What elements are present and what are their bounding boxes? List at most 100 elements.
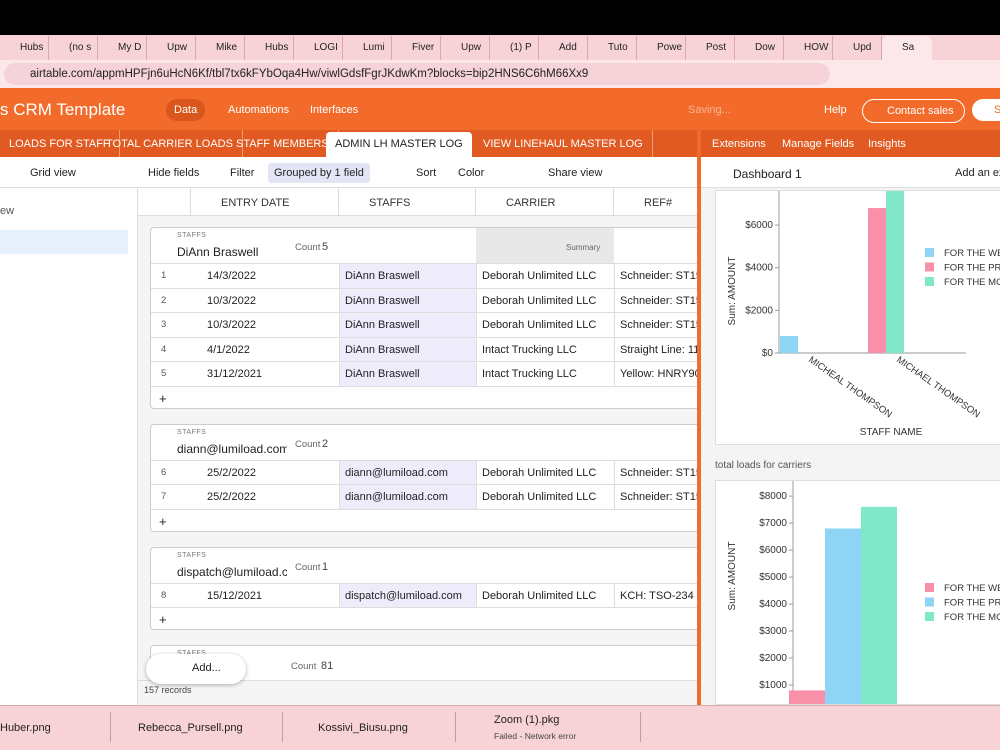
nav-item[interactable]: Data <box>166 99 206 121</box>
browser-tab[interactable]: My D <box>98 36 147 60</box>
browser-tab[interactable]: Fiver <box>392 36 441 60</box>
panel-tab[interactable]: Extensions <box>712 138 766 150</box>
add-row[interactable]: + <box>151 508 697 531</box>
bar <box>789 690 825 704</box>
browser-tab[interactable]: Post <box>686 36 735 60</box>
column-header[interactable]: REF# <box>613 188 697 216</box>
y-tick-label: $8000 <box>759 491 787 502</box>
browser-tab[interactable]: Hubs <box>0 36 49 60</box>
column-header[interactable]: STAFFS <box>338 188 475 216</box>
download-bar <box>0 705 1000 750</box>
browser-tab[interactable]: HOW <box>784 36 833 60</box>
sidebar-item[interactable]: ew <box>0 205 15 217</box>
tab-row <box>0 130 1000 157</box>
view-button[interactable]: Share view <box>548 167 603 179</box>
chart-title[interactable]: total loads for carriers <box>715 460 812 471</box>
browser-tab[interactable]: Mike <box>196 36 245 60</box>
y-tick-label: $5000 <box>759 572 787 583</box>
legend-swatch <box>925 277 934 286</box>
table-tab[interactable]: VIEW LINEHAUL MASTER LOG <box>474 130 653 157</box>
view-button[interactable]: Sort <box>416 167 437 179</box>
group: STAFFS diann@lumiload.com Count 2 6 25/2/2022… <box>150 423 697 532</box>
browser-tab[interactable]: Upw <box>441 36 490 60</box>
cell: DiAnn Braswell <box>339 288 476 313</box>
browser-tab[interactable]: Sa <box>882 36 932 60</box>
separator <box>282 712 283 742</box>
add-row[interactable]: + <box>151 385 697 408</box>
group: STAFFS dispatch@lumiload.co Count 1 8 15/12/2… <box>150 546 697 630</box>
table-tab[interactable]: ADMIN LH MASTER LOG <box>326 132 472 157</box>
browser-tab[interactable]: Hubs <box>245 36 294 60</box>
browser-tab[interactable]: Upd <box>833 36 882 60</box>
cell: Intact Trucking LLC <box>476 337 614 362</box>
bar <box>780 335 798 353</box>
summary-cell <box>476 228 614 263</box>
cell: diann@lumiload.com <box>339 485 476 509</box>
y-tick-label: $2000 <box>745 305 773 316</box>
browser-tab[interactable]: Upw <box>147 36 196 60</box>
count-label: Count <box>295 242 321 253</box>
share[interactable]: S <box>972 99 1000 121</box>
browser-tab[interactable]: Tuto <box>588 36 637 60</box>
download-item[interactable]: Zoom (1).pkg <box>494 714 560 726</box>
legend-label: FOR THE PRE <box>944 263 1000 274</box>
record-count: 157 records <box>144 685 192 695</box>
row-number: 6 <box>161 466 167 478</box>
panel-tab[interactable]: Manage Fields <box>782 138 855 150</box>
group-name[interactable]: DiAnn Braswell <box>177 245 259 259</box>
cell: Deborah Unlimited LLC <box>476 583 614 608</box>
browser-tab[interactable]: Lumi <box>343 36 392 60</box>
nav-item[interactable]: Automations <box>228 104 290 116</box>
y-tick-label: $7000 <box>759 518 787 529</box>
group-label: STAFFS <box>177 232 207 239</box>
sidebar <box>0 188 138 705</box>
column-header[interactable]: CARRIER <box>475 188 613 216</box>
table-tab[interactable]: TOTAL CARRIER LOADS <box>97 130 243 157</box>
view-button[interactable]: Color <box>458 167 485 179</box>
y-tick-label: $4000 <box>745 263 773 274</box>
nav-item[interactable]: Interfaces <box>310 104 359 116</box>
panel-tab[interactable]: Insights <box>868 138 906 150</box>
y-tick-label: $2000 <box>759 653 787 664</box>
browser-tab[interactable]: (no s <box>49 36 98 60</box>
add-row[interactable]: + <box>151 607 697 629</box>
row-number: 2 <box>161 294 167 306</box>
group-name[interactable]: diann@lumiload.com <box>177 441 287 456</box>
grid: ENTRY DATE STAFFS CARRIER REF# STAFFS DiAnn B… <box>138 188 697 705</box>
download-item[interactable]: Huber.png <box>0 722 51 734</box>
dashboard-title[interactable]: Dashboard 1 <box>733 167 802 181</box>
download-item[interactable]: Rebecca_Pursell.png <box>138 722 243 734</box>
y-tick-label: $3000 <box>759 626 787 637</box>
browser-tab[interactable]: (1) P <box>490 36 539 60</box>
bar <box>868 208 886 353</box>
separator <box>455 712 456 742</box>
divider <box>697 130 701 705</box>
help[interactable]: Help <box>824 104 847 116</box>
y-tick-label: $6000 <box>759 545 787 556</box>
table-tab[interactable]: STAFF MEMBERS <box>227 130 339 157</box>
contact-sales[interactable]: Contact sales <box>862 99 965 123</box>
dashboard-add[interactable]: Add an ex <box>955 167 1000 179</box>
x-tick-label: MICHEAL THOMPSON <box>806 354 894 420</box>
view-button[interactable]: Hide fields <box>148 167 200 179</box>
view-button[interactable]: Filter <box>230 167 255 179</box>
group-name[interactable]: dispatch@lumiload.co <box>177 564 287 579</box>
y-tick-label: $0 <box>762 348 774 359</box>
column-header[interactable]: ENTRY DATE <box>190 188 338 216</box>
browser-tab[interactable]: LOGI <box>294 36 343 60</box>
chart-card: $1000 $2000 $3000 $4000 $5000 $6000 $7000 $8000… <box>715 480 1000 705</box>
legend-swatch <box>925 248 934 257</box>
browser-tab[interactable]: Powe <box>637 36 686 60</box>
view-button[interactable]: Grouped by 1 field <box>268 163 370 183</box>
browser-tab[interactable]: Dow <box>735 36 784 60</box>
chart-card: $0 $2000 $4000 $6000 Sum: AMOUNT MICHEAL THOM… <box>715 190 1000 445</box>
view-name[interactable]: Grid view <box>30 167 76 179</box>
cell: DiAnn Braswell <box>339 313 476 337</box>
row-number: 3 <box>161 319 167 330</box>
url-field[interactable]: airtable.com/appmHPFjn6uHcN6Kf/tbl7tx6kF… <box>4 63 830 85</box>
add-button[interactable]: Add... <box>146 654 246 684</box>
table-tab[interactable]: LOADS FOR STAFF <box>0 130 120 157</box>
summary[interactable]: Summary <box>566 243 601 252</box>
download-item[interactable]: Kossivi_Biusu.png <box>318 722 408 734</box>
browser-tab[interactable]: Add <box>539 36 588 60</box>
